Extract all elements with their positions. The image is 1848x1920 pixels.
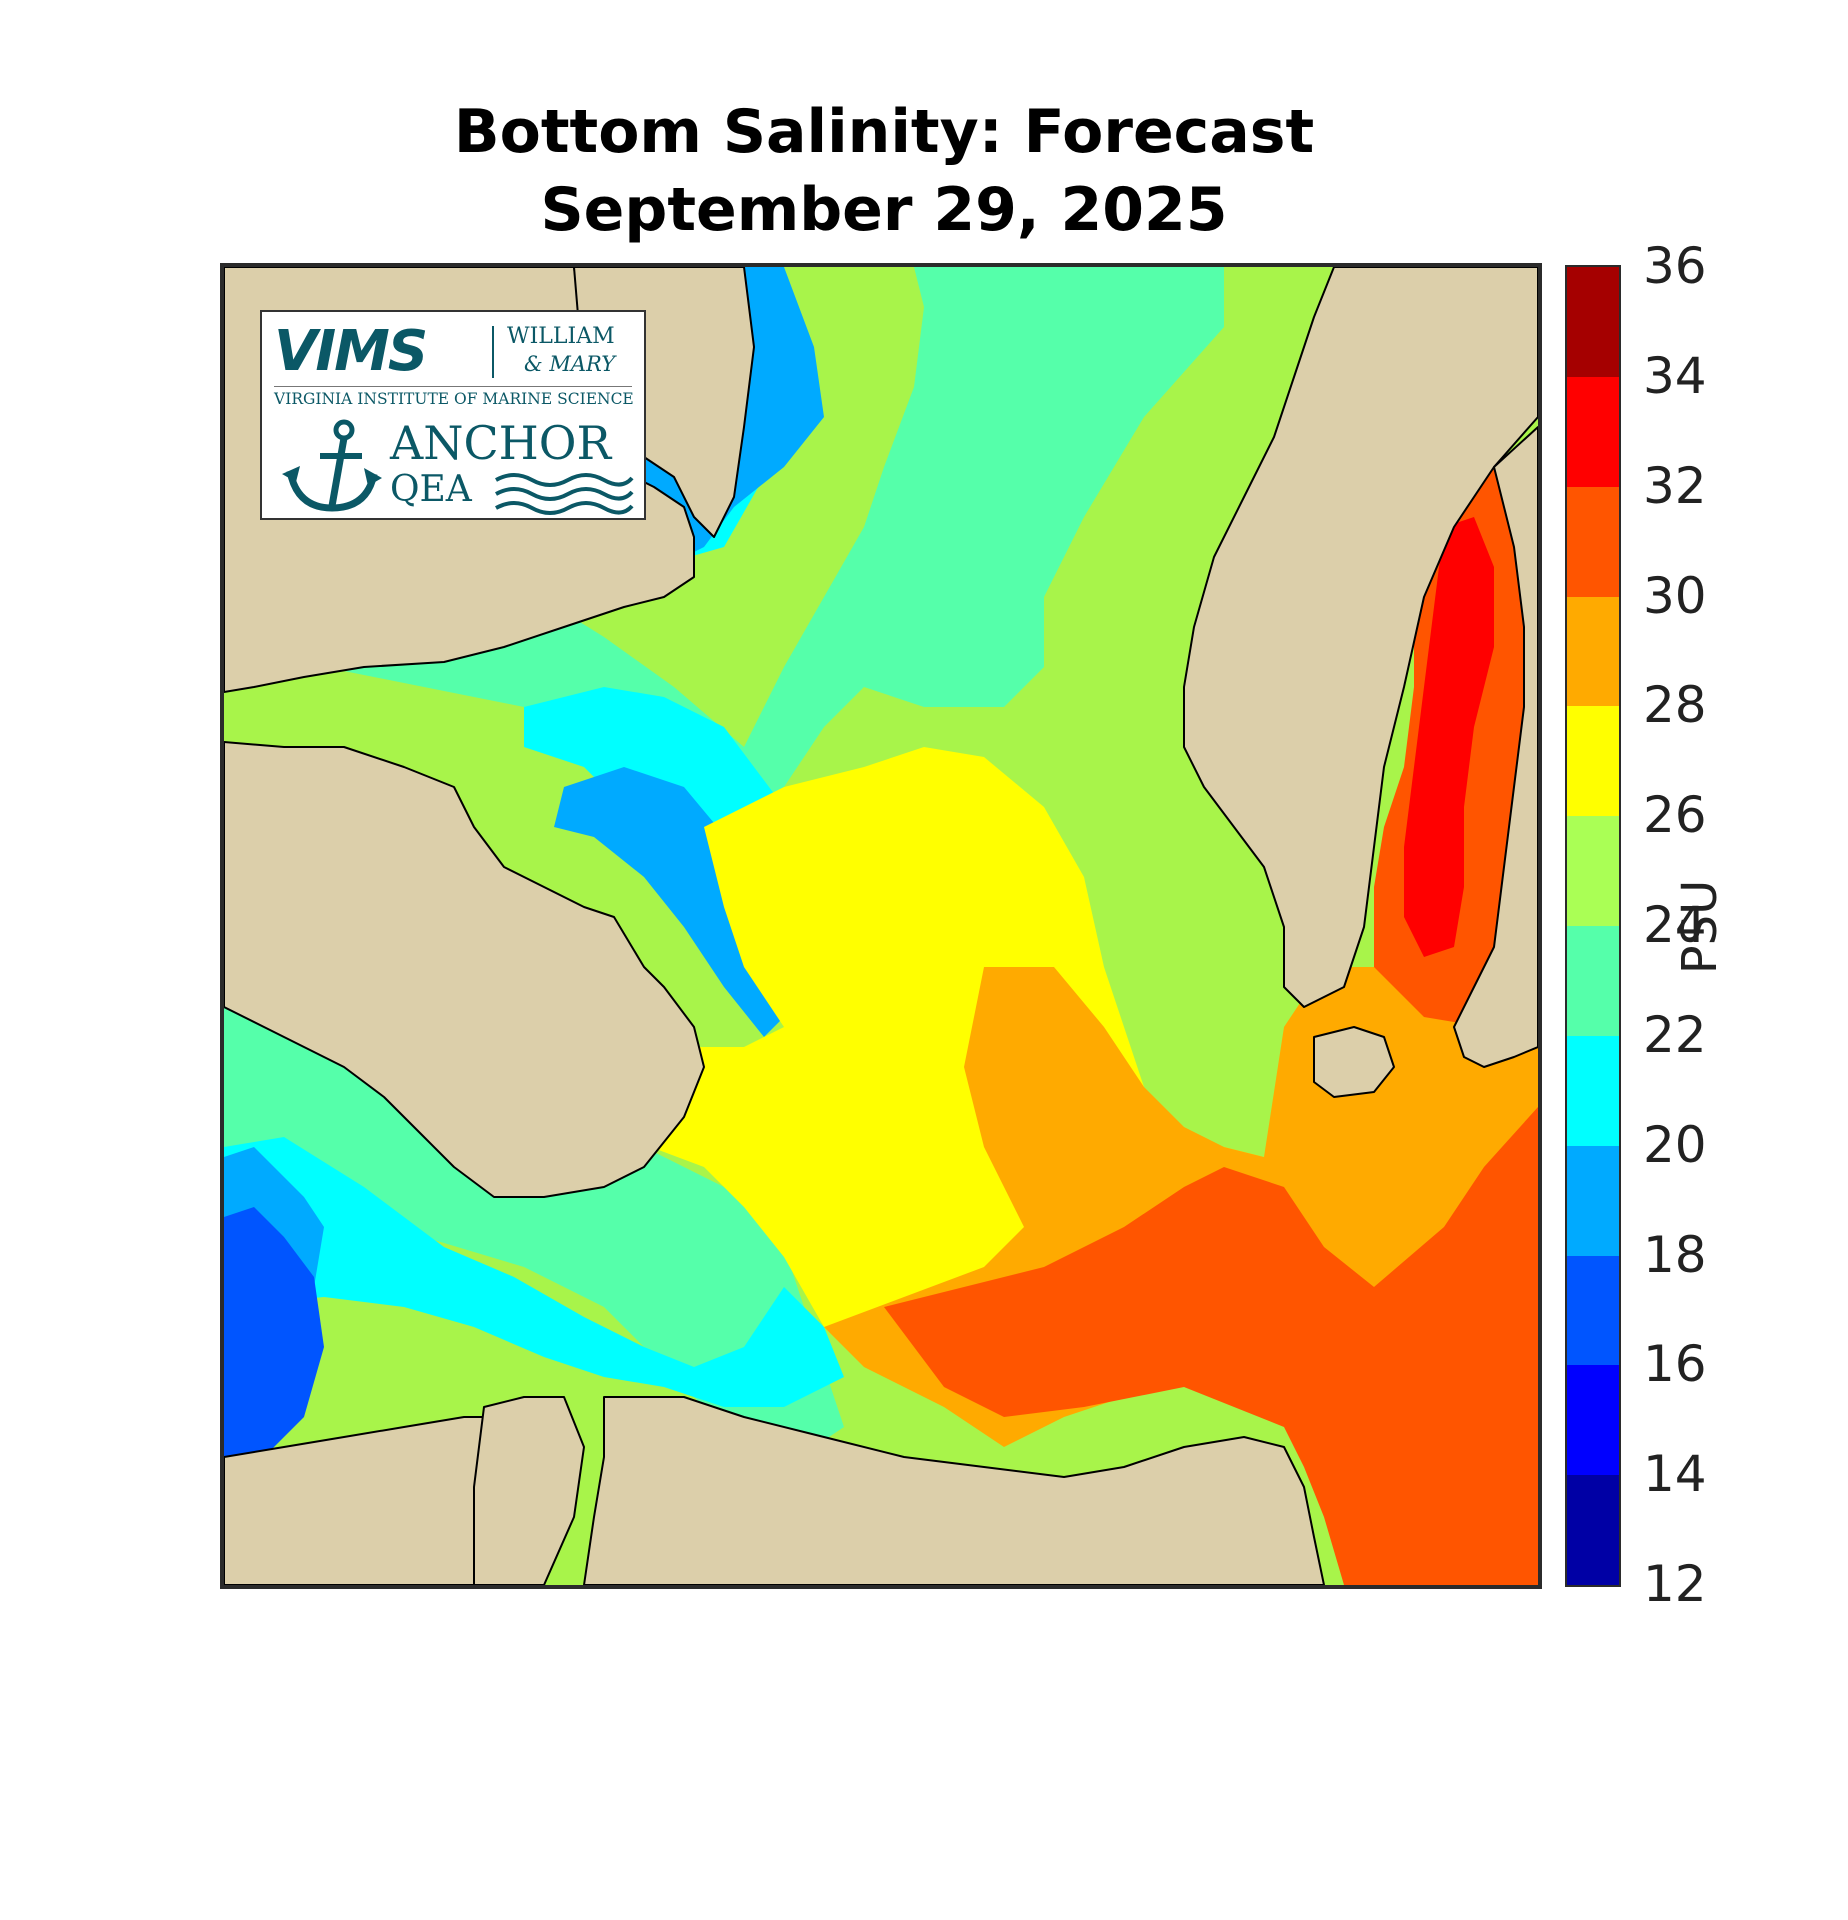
colorbar bbox=[1565, 265, 1621, 1587]
band-30-32-south bbox=[884, 1107, 1538, 1585]
colorbar-tick-label: 28 bbox=[1643, 676, 1707, 735]
colorbar-bin bbox=[1567, 1035, 1619, 1147]
land-western-peninsula bbox=[224, 741, 705, 1198]
colorbar-bin bbox=[1567, 267, 1619, 378]
band-20-22-west bbox=[224, 1137, 844, 1407]
land-eastern-bay-shore bbox=[1453, 426, 1538, 1068]
colorbar-bin bbox=[1567, 376, 1619, 488]
band-16-18-west bbox=[224, 1207, 324, 1467]
colorbar-tick-label: 20 bbox=[1643, 1115, 1707, 1174]
colorbar-tick-label: 12 bbox=[1643, 1555, 1707, 1613]
logo-panel: VIMS WILLIAM & MARY VIRGINIA INSTITUTE O… bbox=[260, 310, 646, 520]
colorbar-tick-label: 24 bbox=[1643, 896, 1707, 954]
band-32-34-bay bbox=[1404, 517, 1494, 957]
land-cape-island bbox=[1313, 1026, 1395, 1098]
colorbar-bin bbox=[1567, 926, 1619, 1037]
vims-full-name: VIRGINIA INSTITUTE OF MARINE SCIENCE bbox=[274, 390, 634, 408]
band-22-24 bbox=[224, 267, 1224, 827]
vims-logo-text: VIMS bbox=[274, 319, 428, 384]
colorbar-tick-label: 26 bbox=[1643, 786, 1707, 845]
colorbar-tick-label: 34 bbox=[1643, 346, 1707, 405]
land-south-block bbox=[473, 1396, 585, 1585]
map-title-date: September 29, 2025 bbox=[540, 175, 1228, 245]
colorbar-tick-label: 22 bbox=[1643, 1005, 1707, 1064]
logo-divider bbox=[492, 326, 494, 378]
colorbar-bin bbox=[1567, 706, 1619, 817]
colorbar-tick-label: 30 bbox=[1643, 566, 1707, 625]
land-south-central bbox=[583, 1396, 1325, 1585]
colorbar-tick-label: 18 bbox=[1643, 1225, 1707, 1284]
anchor-icon bbox=[282, 419, 382, 512]
anchor-wordmark: ANCHOR bbox=[390, 416, 612, 470]
colorbar-tick-label: 16 bbox=[1643, 1335, 1707, 1394]
colorbar-bin bbox=[1567, 596, 1619, 707]
william-mary-line1: WILLIAM bbox=[507, 324, 615, 349]
logo-rule bbox=[274, 386, 632, 387]
band-18-20-channel bbox=[554, 767, 794, 1037]
qea-wordmark: QEA bbox=[390, 469, 472, 510]
map-title-line1: Bottom Salinity: Forecast bbox=[453, 97, 1315, 167]
colorbar-bin bbox=[1567, 1255, 1619, 1366]
colorbar-tick-label: 14 bbox=[1643, 1445, 1707, 1504]
colorbar-tick-label: 32 bbox=[1643, 456, 1707, 515]
colorbar-tick-label: 36 bbox=[1643, 237, 1707, 295]
colorbar-bin bbox=[1567, 1475, 1619, 1585]
colorbar-bin bbox=[1567, 486, 1619, 597]
colorbar-bin bbox=[1567, 1145, 1619, 1256]
land-eastern-shore bbox=[1183, 267, 1538, 1008]
william-mary-line2: & MARY bbox=[524, 352, 616, 376]
colorbar-bin bbox=[1567, 816, 1619, 927]
waves-icon bbox=[495, 473, 634, 515]
colorbar-unit-label: PSU bbox=[1672, 879, 1728, 975]
colorbar-bin bbox=[1567, 1365, 1619, 1476]
